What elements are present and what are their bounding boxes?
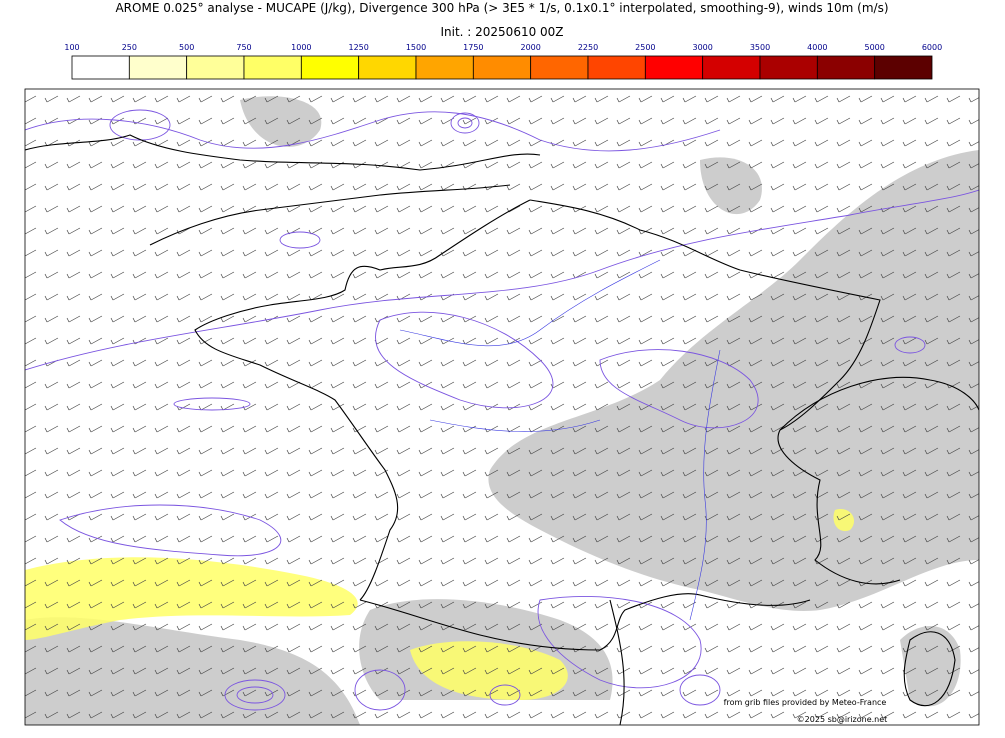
init-time: Init. : 20250610 00Z — [440, 25, 563, 39]
colorbar-box — [816, 55, 876, 80]
colorbar-box — [644, 55, 704, 80]
colorbar-label: 1000 — [291, 43, 311, 52]
colorbar-label: 4000 — [807, 43, 827, 52]
colorbar-box — [587, 55, 646, 80]
map — [25, 89, 979, 725]
colorbar-label: 2000 — [520, 43, 540, 52]
wind-barbs — [25, 89, 979, 725]
colorbar-label: 500 — [179, 43, 194, 52]
colorbar-box — [358, 55, 417, 80]
colorbar-box — [530, 55, 589, 80]
colorbar-box — [71, 55, 130, 80]
colorbar-box — [702, 55, 761, 80]
colorbar-box — [243, 55, 302, 80]
map-frame — [24, 88, 980, 726]
colorbar-box — [759, 55, 818, 80]
colorbar-label: 6000 — [922, 43, 942, 52]
colorbar-box — [415, 55, 474, 80]
colorbar-label: 750 — [236, 43, 251, 52]
coastlines-borders — [25, 134, 979, 725]
colorbar-label: 5000 — [864, 43, 884, 52]
colorbar-label: 100 — [64, 43, 79, 52]
colorbar-box — [186, 55, 245, 80]
colorbar-label: 2250 — [578, 43, 598, 52]
colorbar-label: 1500 — [406, 43, 426, 52]
colorbar-box — [472, 55, 532, 80]
divergence-contours — [25, 109, 979, 711]
colorbar-label: 2500 — [635, 43, 655, 52]
colorbar-label: 3500 — [750, 43, 770, 52]
title: AROME 0.025° analyse - MUCAPE (J/kg), Di… — [115, 1, 888, 15]
colorbar-label: 250 — [122, 43, 137, 52]
copyright: ©2025 sb@irizone.net — [797, 715, 888, 724]
colorbar-box — [128, 55, 188, 80]
colorbar-box — [874, 55, 933, 80]
colorbar-label: 3000 — [692, 43, 712, 52]
rivers — [399, 259, 721, 621]
colorbar-label: 1750 — [463, 43, 483, 52]
colorbar-label: 1250 — [348, 43, 368, 52]
colorbar: 100 250 500 750 1000 1250 1500 1750 2000 2250 2500… — [64, 43, 942, 80]
colorbar-box — [300, 55, 360, 80]
source-credit: from grib files provided by Meteo-France — [724, 698, 887, 707]
